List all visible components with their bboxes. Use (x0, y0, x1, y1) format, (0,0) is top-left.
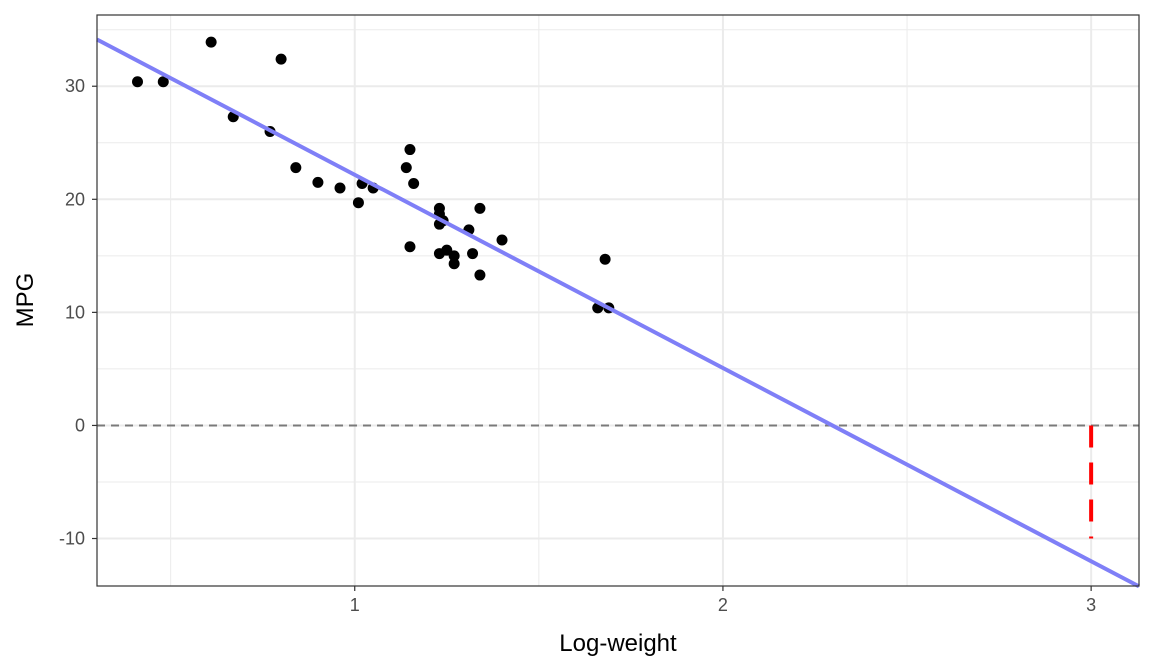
data-point (400, 162, 412, 174)
x-tick-label: 3 (1086, 595, 1096, 615)
data-point (275, 53, 287, 65)
y-tick-label: 10 (65, 302, 85, 322)
x-tick-label: 2 (718, 595, 728, 615)
data-point (352, 197, 364, 209)
data-point (448, 258, 460, 270)
data-point (132, 76, 144, 88)
panel-border (96, 14, 1140, 587)
y-tick-label: 20 (65, 189, 85, 209)
data-point (496, 234, 508, 246)
x-tick-labels: 1 2 3 (350, 595, 1096, 615)
data-point (474, 269, 486, 281)
data-point (467, 248, 479, 260)
data-point (404, 241, 416, 253)
data-point (312, 176, 324, 188)
data-point (404, 144, 416, 156)
data-point (157, 76, 169, 88)
data-point (599, 253, 611, 265)
minor-grid (97, 15, 1139, 586)
plot-background (97, 15, 1139, 586)
y-tick-label: -10 (59, 529, 85, 549)
y-tick-label: 30 (65, 76, 85, 96)
data-point (448, 250, 460, 262)
y-axis-title: MPG (12, 273, 39, 328)
data-point (290, 162, 302, 174)
y-tick-labels: -10 0 10 20 30 (59, 76, 85, 548)
data-point (334, 182, 346, 194)
data-point (474, 202, 486, 214)
y-tick-label: 0 (75, 415, 85, 435)
data-point (205, 36, 217, 48)
fit-line-layer (96, 37, 1140, 589)
x-axis-title: Log-weight (559, 630, 677, 657)
data-point (408, 177, 420, 189)
axis-ticks (92, 85, 1092, 591)
regression-line (96, 37, 1140, 589)
x-tick-label: 1 (350, 595, 360, 615)
